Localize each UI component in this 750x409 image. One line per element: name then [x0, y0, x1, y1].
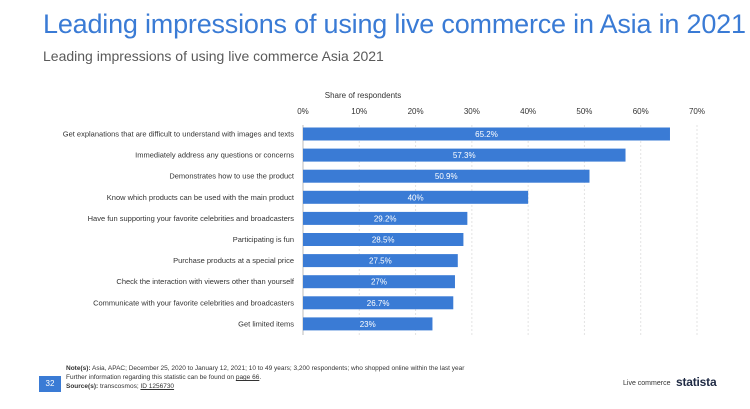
- x-tick-label: 30%: [464, 107, 480, 116]
- category-label: Get explanations that are difficult to u…: [63, 130, 294, 139]
- category-label: Demonstrates how to use the product: [169, 172, 295, 181]
- chart-title: Leading impressions of using live commer…: [43, 9, 746, 39]
- x-tick-label: 20%: [408, 107, 424, 116]
- notes-line: Note(s): Asia, APAC; December 25, 2020 t…: [66, 365, 465, 372]
- source-id-link[interactable]: ID 1256730: [140, 383, 175, 390]
- value-labels: 65.2% 57.3% 50.9% 40% 29.2% 28.5% 27.5% 27% 26.7…: [360, 130, 498, 329]
- footer-topic: Live commerce: [623, 380, 671, 387]
- x-tick-label: 60%: [633, 107, 649, 116]
- bar: [303, 127, 670, 141]
- bar: [303, 275, 455, 289]
- value-label: 40%: [408, 193, 424, 202]
- further-info-line: Further information regarding this stati…: [66, 374, 262, 381]
- source-line: Source(s): transcosmos; ID 1256730: [66, 383, 175, 390]
- chart-subtitle: Leading impressions of using live commer…: [43, 48, 384, 64]
- bar: [303, 317, 433, 331]
- page-link[interactable]: page 66: [235, 374, 260, 381]
- value-label: 27%: [371, 278, 387, 287]
- x-axis-title: Share of respondents: [324, 91, 402, 100]
- bar: [303, 296, 454, 310]
- statista-logo: statista: [676, 375, 717, 389]
- bar: [303, 254, 458, 268]
- category-label: Immediately address any questions or con…: [135, 151, 294, 160]
- value-label: 50.9%: [435, 172, 458, 181]
- bar: [303, 190, 529, 204]
- bar: [303, 148, 626, 162]
- category-label: Know which products can be used with the…: [107, 193, 295, 202]
- value-label: 23%: [360, 320, 376, 329]
- value-label: 28.5%: [372, 236, 395, 245]
- value-label: 57.3%: [453, 151, 476, 160]
- x-tick-labels: 0% 10% 20% 30% 40% 50% 60% 70%: [297, 107, 705, 116]
- bars: [303, 127, 670, 331]
- bar: [303, 233, 464, 246]
- value-label: 27.5%: [369, 257, 392, 266]
- category-label: Get limited items: [238, 319, 294, 328]
- x-tick-label: 10%: [351, 107, 367, 116]
- value-label: 29.2%: [374, 214, 397, 223]
- category-label: Purchase products at a special price: [173, 256, 294, 265]
- category-label: Have fun supporting your favorite celebr…: [88, 214, 295, 223]
- x-tick-label: 0%: [297, 107, 309, 116]
- category-label: Participating is fun: [233, 235, 294, 244]
- x-tick-label: 40%: [520, 107, 536, 116]
- value-label: 26.7%: [367, 299, 390, 308]
- category-label: Check the interaction with viewers other…: [116, 277, 295, 286]
- value-label: 65.2%: [475, 130, 498, 139]
- x-tick-label: 50%: [576, 107, 592, 116]
- bar: [303, 211, 468, 225]
- footer-notes: Note(s): Asia, APAC; December 25, 2020 t…: [66, 364, 464, 391]
- category-label: Communicate with your favorite celebriti…: [93, 298, 294, 307]
- category-labels: Get explanations that are difficult to u…: [63, 130, 295, 329]
- x-tick-label: 70%: [689, 107, 705, 116]
- page-number: 32: [39, 376, 61, 392]
- bar: [303, 169, 590, 183]
